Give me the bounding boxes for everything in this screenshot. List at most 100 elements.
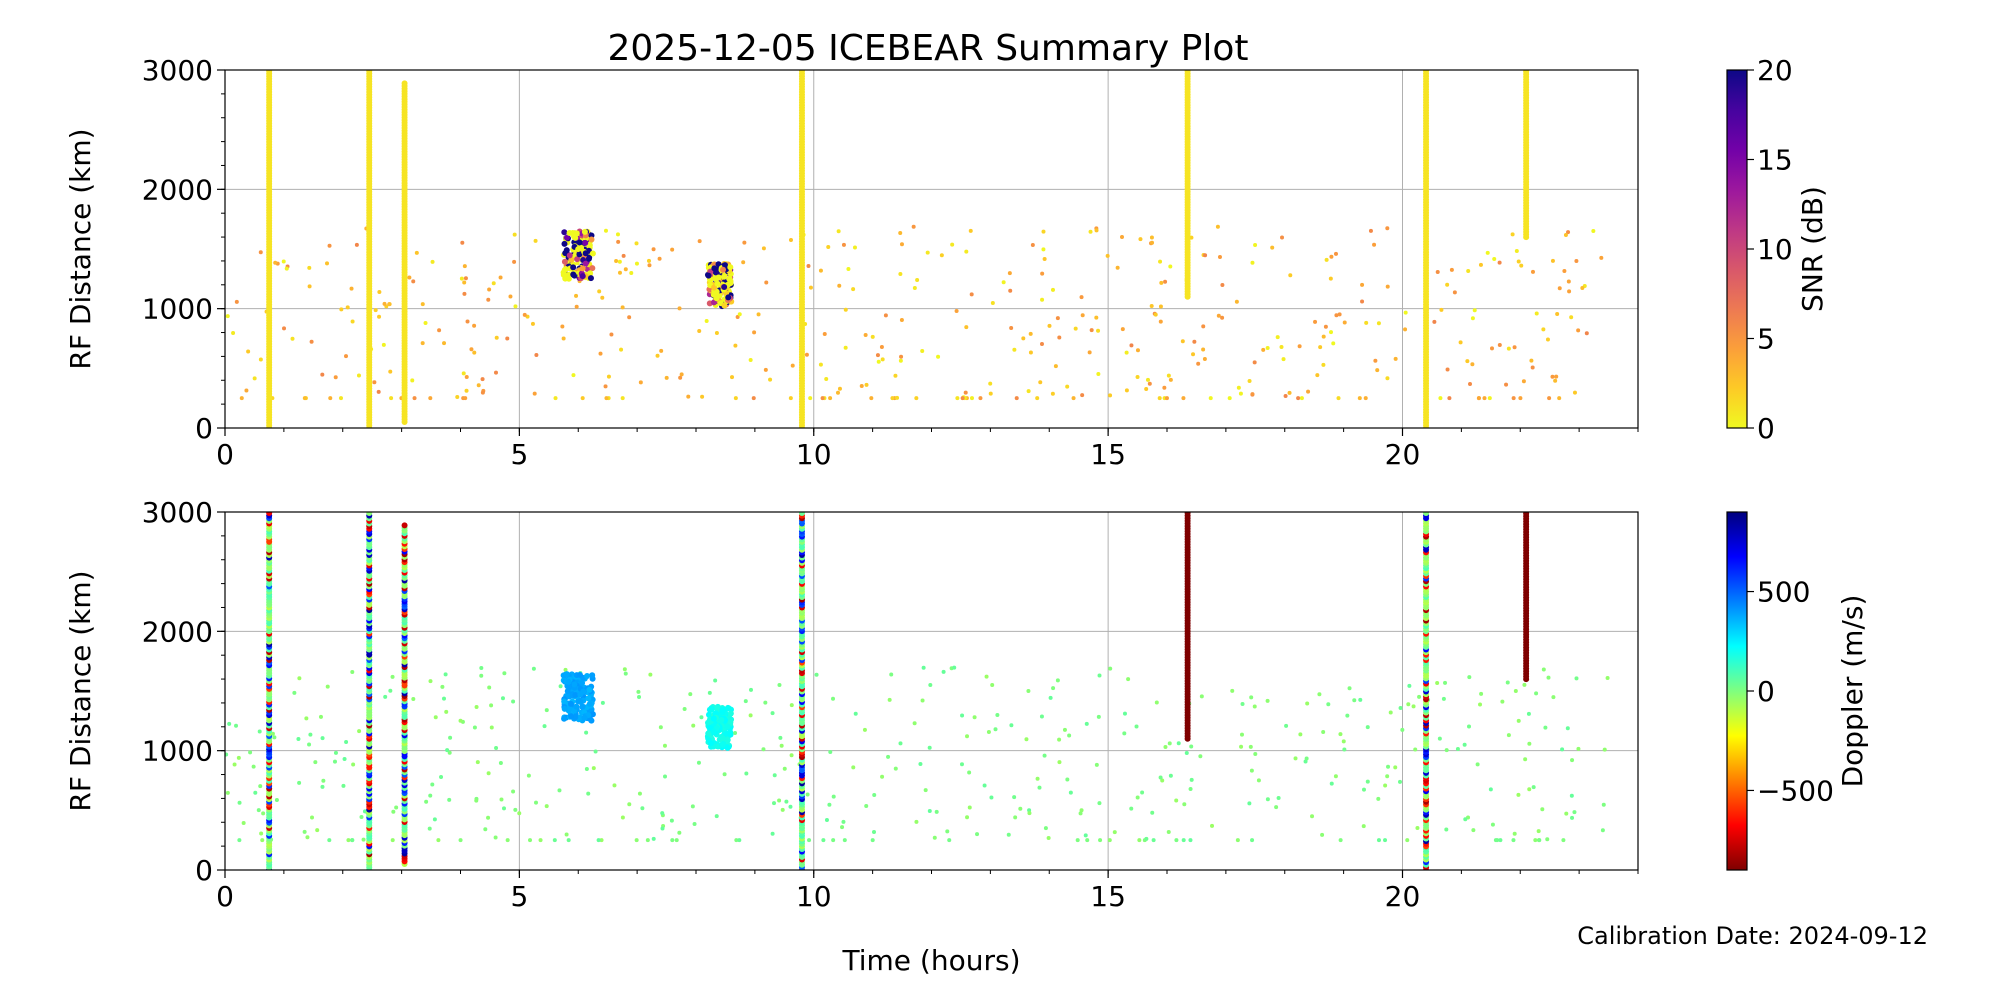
cluster-point <box>564 688 571 695</box>
data-point <box>972 715 977 720</box>
cluster-point <box>725 294 732 301</box>
data-point <box>1009 325 1014 330</box>
data-point <box>889 672 894 677</box>
data-point <box>1347 686 1352 691</box>
data-point <box>1150 810 1155 815</box>
data-point <box>1413 747 1418 752</box>
data-point <box>252 376 257 381</box>
data-point <box>1153 312 1158 317</box>
data-point <box>677 830 682 835</box>
data-point <box>448 735 453 740</box>
data-point <box>928 683 933 688</box>
data-point <box>1462 742 1467 747</box>
data-point <box>831 838 836 843</box>
data-point <box>1030 242 1035 247</box>
data-point <box>1279 344 1284 349</box>
data-point <box>993 727 998 732</box>
data-point <box>1498 838 1503 843</box>
streak-point <box>1184 70 1191 74</box>
data-point <box>1073 326 1078 331</box>
cluster-point <box>582 260 589 267</box>
data-point <box>880 357 885 362</box>
data-point <box>863 332 868 337</box>
data-point <box>225 790 230 795</box>
data-point <box>1037 785 1042 790</box>
cluster-point <box>722 262 729 269</box>
data-point <box>682 706 687 711</box>
data-point <box>1555 311 1560 316</box>
data-point <box>1203 253 1208 258</box>
data-point <box>1227 396 1232 401</box>
cluster-point <box>718 717 725 724</box>
data-point <box>936 354 941 359</box>
cluster-point <box>708 740 715 747</box>
data-point <box>424 799 429 804</box>
data-point <box>1181 396 1186 401</box>
data-point <box>439 774 444 779</box>
data-point <box>544 708 549 713</box>
data-point <box>1174 838 1179 843</box>
data-point <box>824 817 829 822</box>
data-point <box>1201 324 1206 329</box>
cluster-point <box>586 700 593 707</box>
data-point <box>561 336 566 341</box>
data-point <box>443 672 448 677</box>
y-tick-label: 2000 <box>142 615 213 648</box>
data-point <box>1094 228 1099 233</box>
data-point <box>1084 721 1089 726</box>
data-point <box>898 231 903 236</box>
data-point <box>1562 269 1567 274</box>
data-point <box>603 384 608 389</box>
cluster-point <box>727 264 734 271</box>
data-point <box>664 375 669 380</box>
data-point <box>1328 276 1333 281</box>
data-point <box>428 679 433 684</box>
data-point <box>1580 285 1585 290</box>
data-point <box>350 670 355 675</box>
data-point <box>1565 726 1570 731</box>
data-point <box>339 307 344 312</box>
data-point <box>1107 838 1112 843</box>
data-point <box>1134 724 1139 729</box>
data-point <box>1479 691 1484 696</box>
data-point <box>1505 680 1510 685</box>
cluster-point <box>581 714 588 721</box>
cluster-point <box>724 723 731 730</box>
data-point <box>325 261 330 266</box>
data-point <box>1383 838 1388 843</box>
data-point <box>752 330 757 335</box>
cluster-point <box>714 280 721 287</box>
doppler-panel: 0 5 10 15 20 0 1000 2000 3000 RF Distance (km) Tim… <box>64 496 1869 977</box>
data-point <box>1250 260 1255 265</box>
data-point <box>778 735 783 740</box>
data-point <box>309 339 314 344</box>
data-point <box>1220 315 1225 320</box>
data-point <box>1265 346 1270 351</box>
data-point <box>835 390 840 395</box>
data-point <box>246 349 251 354</box>
data-point <box>1521 379 1526 384</box>
data-point <box>1403 327 1408 332</box>
data-point <box>1196 361 1201 366</box>
data-point <box>995 712 1000 717</box>
data-point <box>768 377 773 382</box>
data-point <box>1466 269 1471 274</box>
data-point <box>412 396 417 401</box>
data-point <box>1079 808 1084 813</box>
data-point <box>511 789 516 794</box>
colorbar-gradient <box>1726 511 1748 871</box>
data-point <box>1500 699 1505 704</box>
data-point <box>679 372 684 377</box>
data-point <box>1202 357 1207 362</box>
data-point <box>770 711 775 716</box>
cluster-point <box>588 236 595 243</box>
data-point <box>530 321 535 326</box>
data-point <box>789 703 794 708</box>
data-point <box>282 326 287 331</box>
cluster-point <box>581 228 588 235</box>
data-point <box>788 804 793 809</box>
data-point <box>1405 838 1410 843</box>
data-point <box>1329 254 1334 259</box>
data-point <box>620 815 625 820</box>
data-point <box>1122 711 1127 716</box>
